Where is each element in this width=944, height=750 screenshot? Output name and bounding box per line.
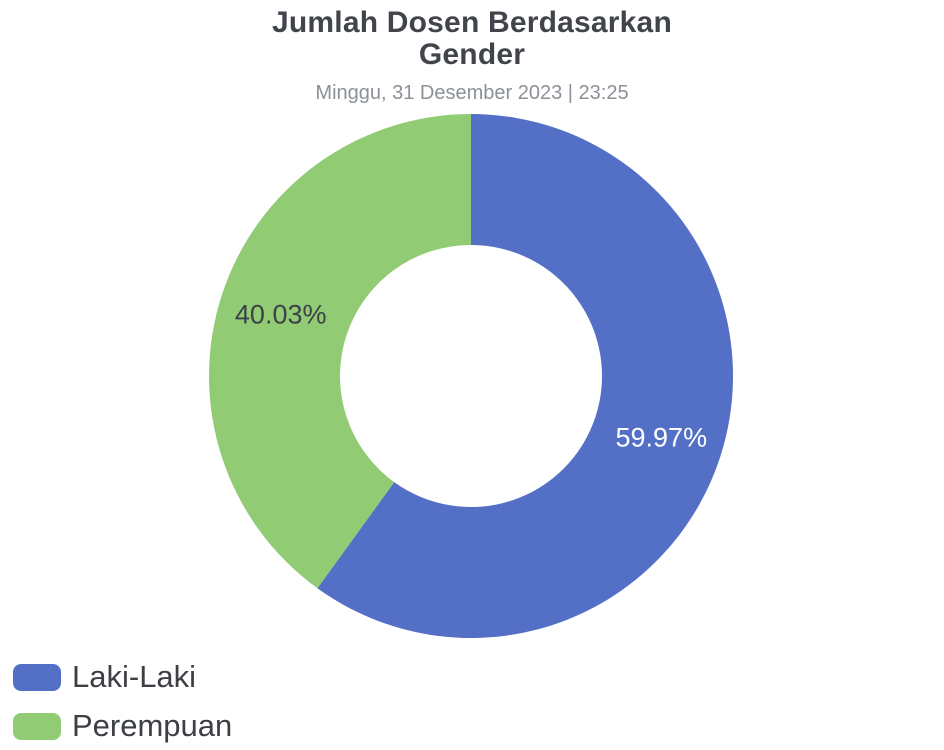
chart-subtitle: Minggu, 31 Desember 2023 | 23:25: [315, 82, 629, 104]
chart-title-line-1: Jumlah Dosen Berdasarkan: [272, 6, 672, 39]
legend-item-laki-laki[interactable]: Laki-Laki: [13, 659, 232, 695]
legend: Laki-Laki Perempuan: [13, 659, 232, 744]
legend-item-perempuan[interactable]: Perempuan: [13, 708, 232, 744]
chart-title-line-2: Gender: [418, 38, 526, 71]
slice-value-label-perempuan: 40.03%: [235, 299, 327, 329]
legend-label-laki-laki: Laki-Laki: [72, 659, 197, 694]
pie-slice-laki-laki[interactable]: [317, 114, 734, 639]
legend-label-perempuan: Perempuan: [72, 708, 233, 743]
legend-swatch-laki-laki[interactable]: [13, 663, 61, 691]
pie-slice-perempuan[interactable]: [209, 114, 471, 589]
legend-swatch-perempuan[interactable]: [13, 712, 61, 740]
slice-value-label-laki-laki: 59.97%: [616, 423, 708, 453]
chart-title: Jumlah Dosen Berdasarkan Gender: [0, 7, 944, 71]
